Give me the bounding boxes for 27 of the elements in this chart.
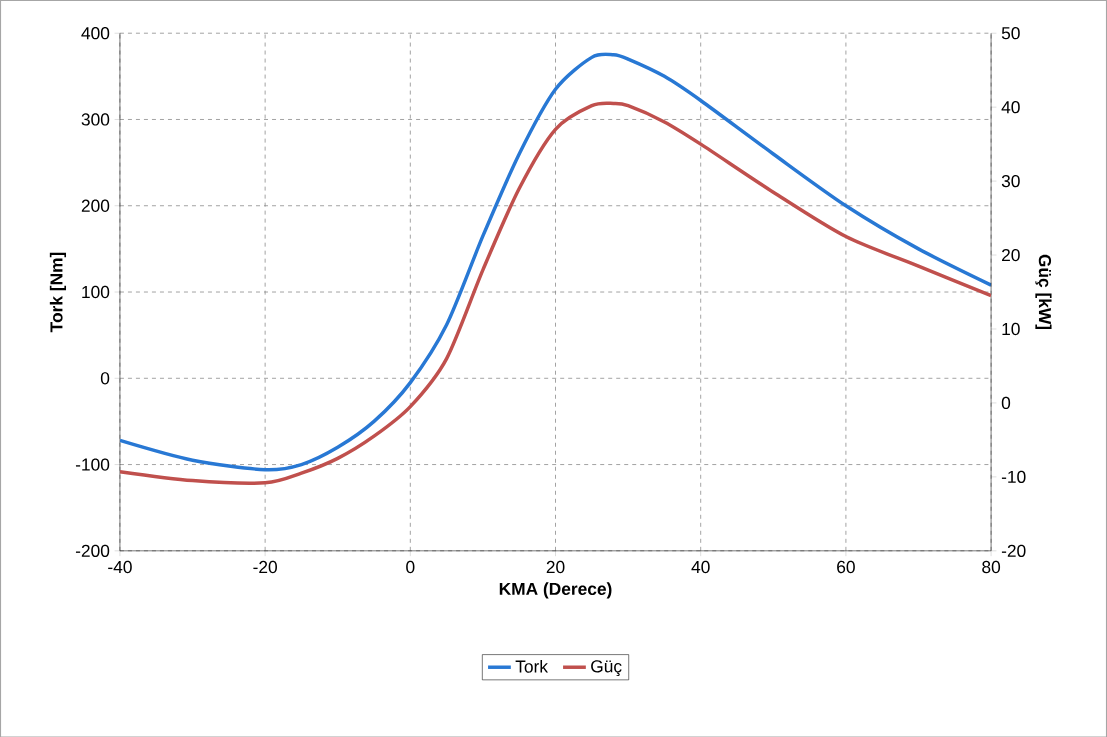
y2-axis-title: Güç [kW]	[1035, 254, 1052, 329]
y2-tick-label: -10	[1001, 470, 1026, 483]
x-tick-label: -40	[108, 560, 132, 573]
y-axis-title: Tork [Nm]	[49, 252, 67, 332]
y2-tick-label: -20	[1001, 544, 1026, 557]
y2-tick-label: 50	[1001, 26, 1020, 40]
y-tick-label: 400	[81, 26, 110, 40]
y2-tick-label: 10	[1002, 322, 1020, 335]
x-tick-label: 80	[982, 560, 1001, 573]
y-tick-label: 200	[81, 199, 110, 212]
legend-label: Güç	[591, 659, 622, 676]
y2-tick-label: 40	[1001, 100, 1020, 114]
legend-label: Tork	[515, 659, 549, 673]
y-tick-label: -200	[75, 544, 110, 557]
x-tick-label: 20	[546, 560, 565, 573]
y-tick-label: -100	[75, 458, 110, 471]
x-axis-title: KMA (Derece)	[499, 582, 612, 599]
x-tick-label: 40	[691, 560, 710, 573]
y-tick-label: 300	[81, 113, 110, 126]
y2-tick-label: 0	[1001, 396, 1011, 409]
y2-tick-label: 20	[1002, 248, 1020, 261]
x-tick-label: -20	[253, 560, 277, 573]
y2-tick-label: 30	[1001, 174, 1020, 188]
y-tick-label: 0	[100, 371, 110, 385]
y-tick-label: 100	[82, 285, 110, 298]
x-tick-label: 0	[406, 560, 415, 573]
x-tick-label: 60	[837, 560, 855, 573]
